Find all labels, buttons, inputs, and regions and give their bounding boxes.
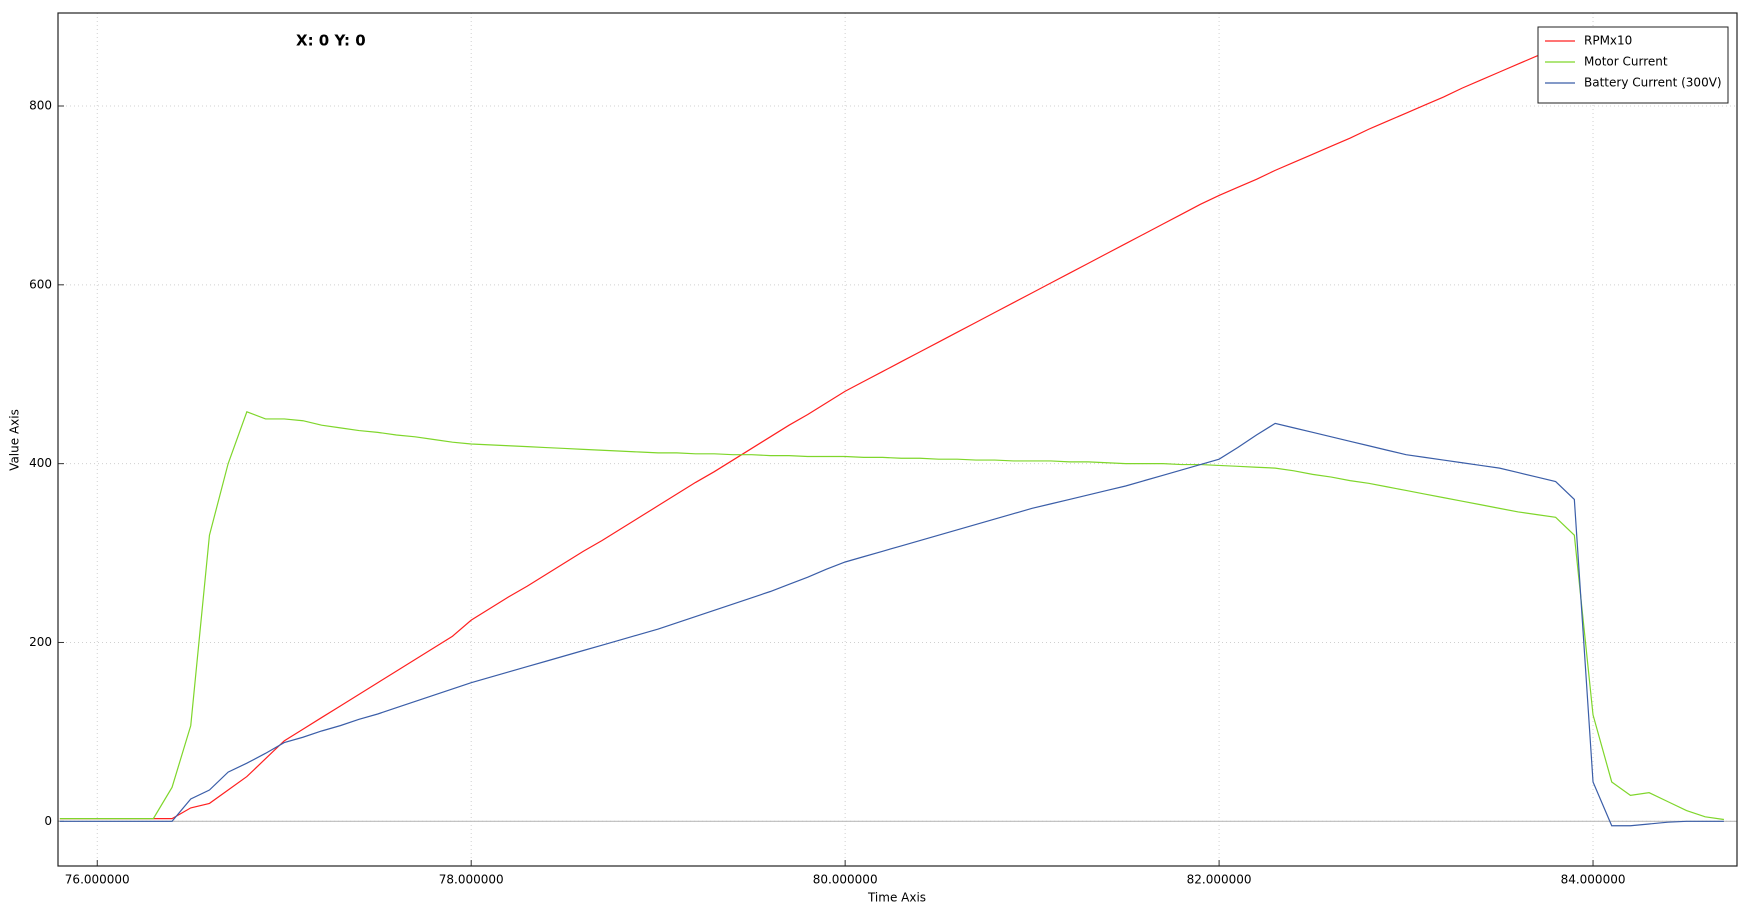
x-tick-label: 78.000000: [439, 873, 504, 887]
y-tick-label: 600: [29, 277, 52, 291]
x-tick-label: 76.000000: [65, 873, 130, 887]
cursor-readout: X: 0 Y: 0: [296, 32, 366, 50]
series-line: [59, 411, 1724, 821]
plot-frame: [57, 12, 1738, 867]
x-tick-label: 82.000000: [1187, 873, 1252, 887]
x-axis-title: Time Axis: [867, 891, 926, 905]
legend-label: Motor Current: [1584, 55, 1668, 69]
x-tick-label: 80.000000: [813, 873, 878, 887]
y-tick-label: 200: [29, 635, 52, 649]
legend-label: RPMx10: [1584, 34, 1632, 48]
y-axis-title: Value Axis: [8, 409, 22, 471]
y-tick-label: 800: [29, 98, 52, 112]
y-tick-label: 0: [44, 814, 52, 828]
series-line: [59, 422, 1724, 827]
x-tick-label: 84.000000: [1561, 873, 1626, 887]
legend-box: [1537, 26, 1729, 104]
legend-label: Battery Current (300V): [1584, 76, 1722, 90]
series-line: [59, 43, 1725, 820]
y-tick-label: 400: [29, 456, 52, 470]
